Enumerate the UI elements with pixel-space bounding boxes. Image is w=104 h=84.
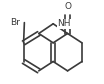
- Text: O: O: [64, 2, 71, 11]
- Text: Br: Br: [10, 18, 20, 27]
- Text: NH: NH: [57, 19, 71, 28]
